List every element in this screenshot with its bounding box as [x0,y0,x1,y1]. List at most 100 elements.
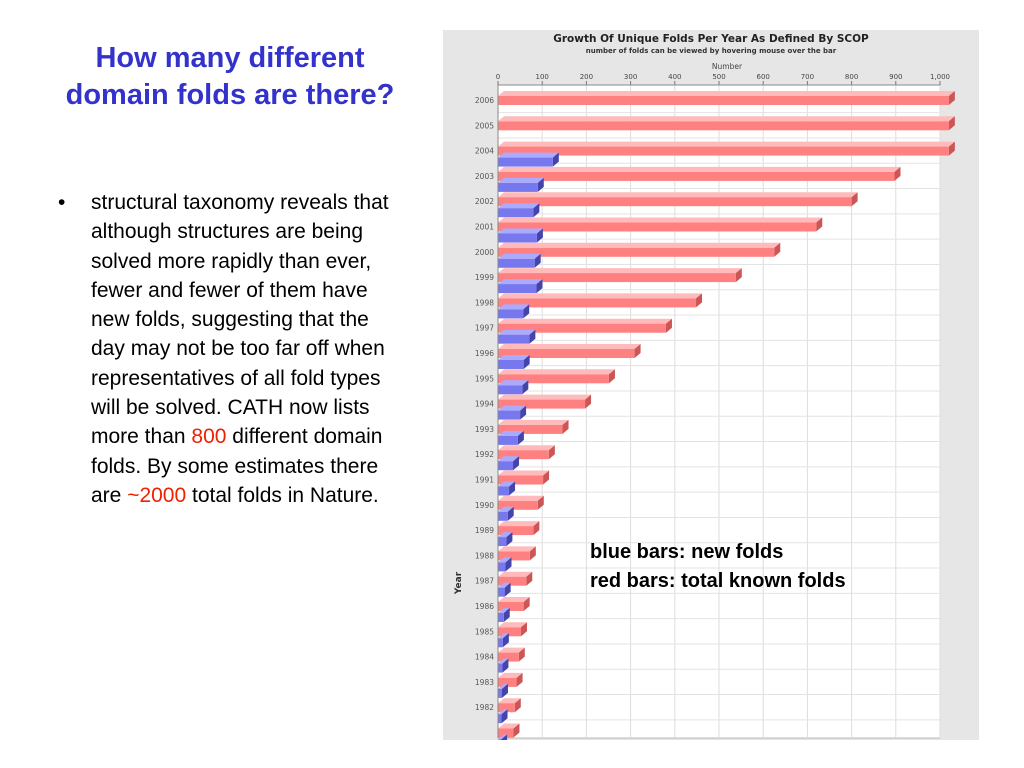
bar-new-2000-side [534,253,541,268]
bar-total-1990-top [498,495,544,501]
bar-total-1988-top [498,546,536,552]
bullet-text-part3: total folds in Nature. [186,483,379,507]
bar-total-1991-side [543,470,550,485]
bar-total-1995-top [498,369,615,375]
bar-total-2000 [498,247,775,257]
y-tick-label: 1996 [475,349,494,358]
x-tick-label: 300 [624,73,637,81]
x-tick-label: 0 [496,73,500,81]
bar-new-1995 [498,385,523,395]
bar-new-1991 [498,486,510,496]
bar-new-1990-top [498,506,514,512]
y-tick-label: 2001 [475,223,494,232]
bar-total-1986-side [523,597,530,611]
bar-new-1997 [498,334,530,344]
bar-new-1986-top [498,608,510,613]
bar-new-2002 [498,208,534,218]
y-tick-label: 2006 [475,96,494,105]
bar-total-2006 [498,96,949,105]
bar-total-1987-side [526,571,533,586]
bullet-text-part1: structural taxonomy reveals that althoug… [91,191,389,449]
x-tick-label: 400 [668,73,681,81]
y-tick-label: 2003 [475,172,494,181]
bar-total-2001-top [498,217,823,223]
slide-title: How many different domain folds are ther… [65,42,395,111]
y-tick-label: 1994 [475,400,494,409]
x-axis-label: Number [712,62,743,71]
bar-total-1992 [498,450,549,460]
fold-growth-chart: Growth Of Unique Folds Per Year As Defin… [454,33,955,740]
bar-new-1988 [498,562,506,572]
bar-new-1983 [498,688,502,698]
bar-total-2004-side [948,141,955,156]
y-tick-label: 2002 [475,197,494,206]
bar-total-1993-side [562,419,569,434]
bar-new-1995-top [498,380,529,386]
bar-new-1999 [498,284,537,294]
y-tick-label: 2000 [475,248,494,257]
bar-new-1983-top [498,683,508,689]
bar-total-1983-top [498,672,523,678]
y-tick-label: 1983 [475,678,494,687]
y-tick-label: 1999 [475,273,494,282]
bar-new-1985-top [498,633,509,639]
chart-legend-note: blue bars: new folds red bars: total kno… [590,538,846,596]
bar-total-1988 [498,551,530,561]
bar-new-1989-top [498,532,513,538]
y-tick-label: 1998 [475,298,494,307]
bar-new-2002-side [533,203,540,218]
bar-total-1981-side [513,723,520,738]
bar-new-2004-side [552,152,559,167]
bar-total-1985 [498,627,521,637]
bar-total-1985-top [498,622,527,628]
x-tick-label: 900 [889,73,902,81]
bar-new-1981 [498,739,502,740]
bar-new-2002-top [498,203,540,209]
bar-total-1990 [498,500,538,510]
bar-total-1997 [498,323,666,333]
bar-total-1989 [498,526,534,536]
bar-new-1985 [498,638,503,648]
y-tick-label: 1990 [475,501,494,510]
x-tick-label: 500 [712,73,725,81]
bar-new-2001-side [536,228,543,243]
bar-total-1999-side [735,268,742,283]
bar-total-1986-top [498,597,530,602]
bar-total-2004-top [498,141,955,147]
bar-total-1994 [498,399,586,409]
bar-total-1997-top [498,318,672,324]
bar-new-2004-top [498,152,559,158]
bar-new-2003 [498,182,538,192]
y-tick-label: 1997 [475,324,494,333]
bar-total-1982-side [514,698,521,713]
y-tick-label: 1982 [475,703,494,712]
bar-new-2001-top [498,228,543,234]
bullet-highlight-2000: ~2000 [127,483,187,507]
bar-total-2001 [498,222,817,232]
bar-new-2003-top [498,177,544,183]
bullet-list: • structural taxonomy reveals that altho… [58,188,408,510]
legend-blue-note: blue bars: new folds [590,541,784,563]
bar-new-1996-top [498,355,530,360]
bar-new-1989-side [506,532,513,547]
bar-total-1997-side [665,318,672,333]
bar-new-1988-top [498,557,512,563]
bar-total-2005 [498,121,949,131]
y-tick-label: 1992 [475,450,494,459]
bar-new-1984 [498,663,503,673]
bar-new-1997-side [529,329,536,344]
x-tick-label: 100 [536,73,549,81]
y-tick-label: 1985 [475,627,494,636]
bar-new-1994-top [498,405,527,411]
bar-total-1983-side [516,672,523,687]
bar-new-1994-side [520,405,527,420]
chart-subtitle: number of folds can be viewed by hoverin… [586,47,837,55]
bar-total-1991-top [498,470,550,476]
y-axis-label: Year [454,571,464,595]
bar-total-1988-side [529,546,536,561]
bar-total-2002-side [851,192,858,207]
bar-new-1986-side [503,608,510,622]
bar-new-1990 [498,511,508,521]
bar-total-1992-top [498,445,555,451]
bullet-item: • structural taxonomy reveals that altho… [58,188,408,510]
